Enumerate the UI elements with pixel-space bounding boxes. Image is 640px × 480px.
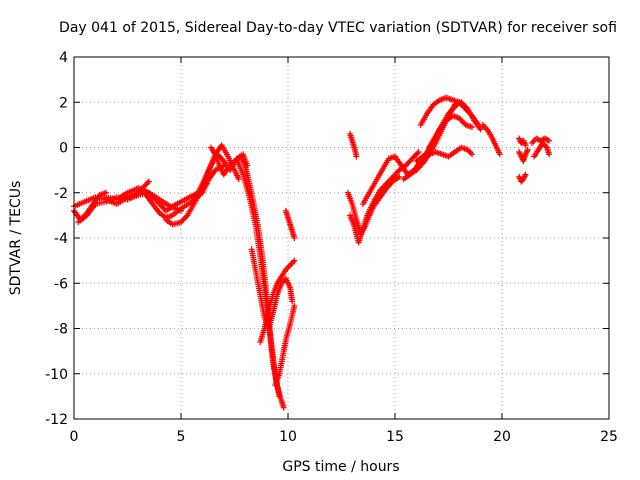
y-tick-label: -12 — [45, 412, 68, 428]
series-track-12 — [272, 302, 298, 389]
data-point — [291, 302, 298, 309]
data-point — [469, 124, 476, 131]
series-track-22 — [479, 121, 503, 158]
data-point — [396, 173, 403, 180]
data-point — [546, 151, 553, 158]
y-tick-label: -2 — [54, 186, 68, 202]
grid — [74, 57, 609, 419]
series-track-9 — [233, 155, 287, 411]
series-track-10 — [248, 246, 296, 332]
data-point — [496, 151, 503, 158]
data-points — [71, 94, 553, 411]
data-point — [291, 257, 298, 264]
y-tick-label: -10 — [45, 367, 68, 383]
series-track-25 — [516, 171, 529, 185]
data-point — [522, 142, 529, 149]
data-point — [353, 153, 360, 160]
x-tick-label: 5 — [177, 429, 186, 445]
y-tick-label: 4 — [59, 50, 68, 66]
data-point — [145, 178, 152, 185]
data-point-fill — [183, 213, 190, 220]
data-point — [235, 176, 242, 183]
data-point — [524, 146, 531, 153]
series-track-27 — [531, 139, 553, 160]
series-track-20 — [413, 144, 476, 165]
data-point — [456, 99, 463, 106]
data-point-fill — [450, 105, 457, 112]
y-tick-label: 2 — [59, 95, 68, 111]
data-point-fill — [414, 150, 421, 157]
series-track-19 — [417, 94, 482, 128]
series-track-3 — [71, 178, 152, 210]
x-tick-label: 25 — [600, 429, 618, 445]
data-point — [522, 171, 529, 178]
series-track-21 — [426, 99, 463, 151]
x-tick-label: 20 — [493, 429, 511, 445]
data-point — [546, 137, 553, 144]
chart-title: Day 041 of 2015, Sidereal Day-to-day VTE… — [59, 20, 617, 36]
x-tick-label: 15 — [386, 429, 404, 445]
y-axis-label: SDTVAR / TECUs — [8, 181, 24, 296]
plot-frame — [73, 56, 610, 420]
x-tick-label: 0 — [70, 429, 79, 445]
axis-ticks: 0 5 10 15 20 25 -12 -10 -8 -6 -4 -2 0 2 4 — [45, 50, 618, 445]
data-point — [280, 404, 287, 411]
series-track-24 — [516, 146, 531, 165]
x-tick-label: 10 — [279, 429, 297, 445]
x-axis-label: GPS time / hours — [282, 459, 399, 475]
data-point — [291, 235, 298, 241]
data-point — [477, 126, 484, 133]
data-point — [415, 149, 422, 156]
y-tick-label: -6 — [54, 276, 68, 292]
data-point — [469, 151, 476, 158]
series-track-16 — [347, 149, 422, 246]
y-tick-label: -4 — [54, 231, 68, 247]
series-track-11 — [257, 257, 298, 346]
series-track-26 — [528, 135, 553, 146]
series-track-23 — [516, 135, 529, 149]
data-point — [289, 298, 296, 305]
y-tick-label: -8 — [54, 322, 68, 338]
y-tick-label: 0 — [59, 141, 68, 157]
series-track-14 — [347, 130, 360, 160]
series-track-13 — [282, 207, 298, 241]
